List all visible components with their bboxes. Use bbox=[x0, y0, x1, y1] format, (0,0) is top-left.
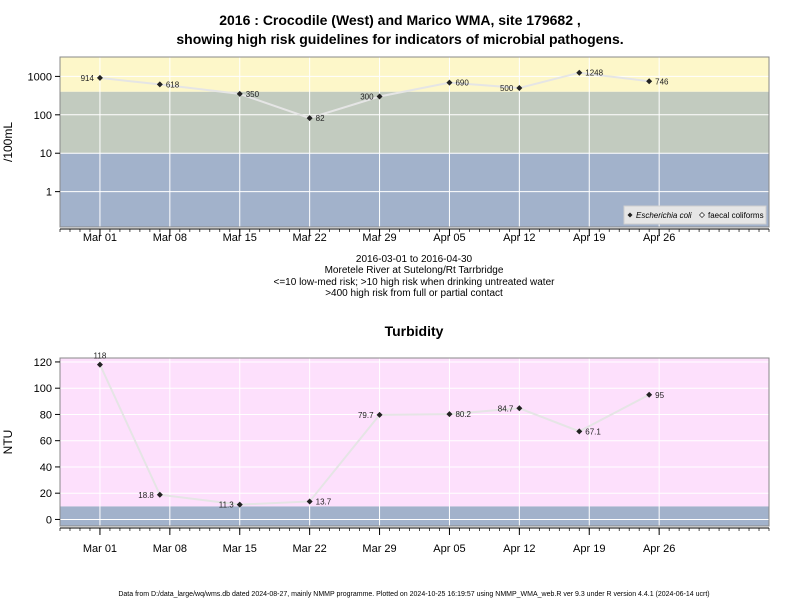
x-tick-label: Apr 19 bbox=[573, 232, 605, 244]
data-point bbox=[646, 391, 653, 398]
data-label: 690 bbox=[455, 79, 469, 88]
microbial-panel: 1 10 100 1000/100mL Mar 01 Mar 08 Mar 15 Mar 22… bbox=[1, 56, 770, 244]
x-tick-label: Mar 01 bbox=[83, 543, 117, 555]
x-tick-label: Mar 01 bbox=[83, 232, 117, 244]
data-label: 67.1 bbox=[585, 427, 601, 436]
data-label: 350 bbox=[246, 90, 260, 99]
x-tick-label: Mar 08 bbox=[153, 543, 187, 555]
y-tick-label: 0 bbox=[46, 514, 52, 526]
data-point bbox=[156, 81, 163, 88]
legend-label-ecoli: Escherichia coli bbox=[636, 211, 692, 220]
data-point bbox=[96, 74, 103, 81]
legend-box bbox=[623, 205, 767, 225]
x-tick-label: Mar 15 bbox=[223, 232, 257, 244]
data-point bbox=[96, 361, 103, 368]
data-label: 84.7 bbox=[498, 404, 514, 413]
data-point bbox=[576, 69, 583, 76]
data-label: 118 bbox=[94, 352, 107, 361]
data-label: 79.7 bbox=[358, 411, 374, 420]
x-tick-label: Apr 05 bbox=[433, 543, 465, 555]
x-tick-label: Apr 19 bbox=[573, 543, 605, 555]
data-point bbox=[236, 501, 243, 508]
y-tick-label: 100 bbox=[34, 110, 52, 122]
data-label: 746 bbox=[655, 77, 669, 86]
date-range-caption: 2016-03-01 to 2016-04-30 bbox=[356, 254, 473, 265]
data-point bbox=[306, 115, 313, 122]
risk-band-0 bbox=[60, 506, 769, 526]
legend-label-faecal: faecal coliforms bbox=[708, 211, 764, 220]
data-point bbox=[446, 79, 453, 86]
data-point bbox=[156, 491, 163, 498]
chart-title-line-1: 2016 : Crocodile (West) and Marico WMA, … bbox=[219, 12, 581, 28]
data-point bbox=[516, 84, 523, 91]
data-label: 914 bbox=[81, 74, 95, 83]
data-point bbox=[376, 411, 383, 418]
y-tick-label: 60 bbox=[40, 436, 52, 448]
data-label: 95 bbox=[655, 391, 664, 400]
plot-frame bbox=[59, 56, 770, 228]
y-tick-label: 40 bbox=[40, 462, 52, 474]
y-axis-label: /100mL bbox=[1, 122, 15, 162]
y-axis-label: NTU bbox=[1, 430, 15, 455]
x-tick-label: Apr 26 bbox=[643, 543, 675, 555]
data-point bbox=[306, 498, 313, 505]
x-tick-label: Mar 29 bbox=[362, 232, 396, 244]
turbidity-panel: 0 20 40 60 80 100 120 NTU Mar 01 Mar 08 Mar 15 Mar … bbox=[1, 352, 770, 555]
x-tick-label: Mar 15 bbox=[223, 543, 257, 555]
data-label: 500 bbox=[500, 84, 514, 93]
data-label: 300 bbox=[360, 92, 374, 101]
y-tick-label: 1000 bbox=[28, 71, 52, 83]
data-label: 80.2 bbox=[455, 410, 471, 419]
chart-title-line-2: showing high risk guidelines for indicat… bbox=[176, 31, 623, 47]
turbidity-title: Turbidity bbox=[385, 323, 444, 339]
legend-marker-ecoli bbox=[627, 212, 633, 218]
legend-marker-faecal bbox=[698, 211, 706, 219]
x-tick-label: Mar 08 bbox=[153, 232, 187, 244]
x-tick-label: Apr 26 bbox=[643, 232, 675, 244]
data-point bbox=[446, 411, 453, 418]
y-tick-label: 100 bbox=[34, 383, 52, 395]
data-label: 13.7 bbox=[316, 497, 332, 506]
x-tick-label: Mar 22 bbox=[293, 543, 327, 555]
y-tick-label: 20 bbox=[40, 488, 52, 500]
y-tick-label: 1 bbox=[46, 187, 52, 199]
x-tick-label: Apr 12 bbox=[503, 543, 535, 555]
risk-caption-contact: >400 high risk from full or partial cont… bbox=[325, 288, 503, 299]
data-point bbox=[516, 405, 523, 412]
risk-band-1 bbox=[60, 358, 769, 507]
data-point bbox=[236, 90, 243, 97]
x-tick-label: Apr 12 bbox=[503, 232, 535, 244]
data-point bbox=[576, 428, 583, 435]
risk-caption-drinking: <=10 low-med risk; >10 high risk when dr… bbox=[274, 277, 556, 288]
y-tick-label: 80 bbox=[40, 409, 52, 421]
y-tick-label: 120 bbox=[34, 357, 52, 369]
data-point bbox=[646, 78, 653, 85]
data-label: 11.3 bbox=[219, 501, 235, 510]
data-label: 18.8 bbox=[138, 491, 154, 500]
y-tick-label: 10 bbox=[40, 148, 52, 160]
x-tick-label: Apr 05 bbox=[433, 232, 465, 244]
risk-band-1 bbox=[60, 91, 769, 154]
data-label: 1248 bbox=[585, 69, 603, 78]
data-point bbox=[376, 93, 383, 100]
data-label: 618 bbox=[166, 80, 180, 89]
plot-frame bbox=[59, 357, 770, 527]
x-tick-label: Mar 22 bbox=[293, 232, 327, 244]
data-label: 82 bbox=[316, 114, 325, 123]
site-caption: Moretele River at Sutelong/Rt Tarrbridge bbox=[325, 265, 504, 276]
footer-note: Data from D:/data_large/wq/wms.db dated … bbox=[118, 591, 709, 598]
x-tick-label: Mar 29 bbox=[362, 543, 396, 555]
